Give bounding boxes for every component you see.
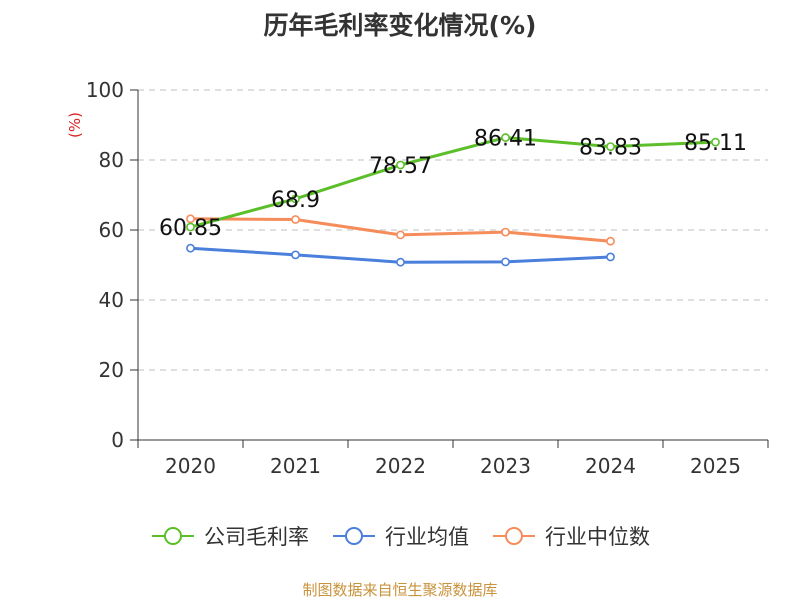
point-company-2020 [186, 222, 195, 232]
point-company-2023 [501, 133, 510, 142]
legend-marker-industry-median [493, 527, 535, 545]
point-industry-median-2023 [501, 227, 510, 237]
legend-marker-industry-mean [333, 527, 375, 545]
data-label-company-2020: 60.85 [159, 216, 222, 241]
y-tick-label-20: 20 [99, 358, 124, 382]
x-tick-label-2024: 2024 [585, 454, 636, 478]
x-tick-label-2020: 2020 [165, 454, 216, 478]
point-industry-mean-2020 [186, 243, 195, 253]
x-tick-label-2022: 2022 [375, 454, 426, 478]
x-tick-label-2025: 2025 [690, 454, 741, 478]
chart-title: 历年毛利率变化情况(%) [263, 11, 537, 40]
data-label-company-2022: 78.57 [369, 154, 432, 179]
source-note: 制图数据来自恒生聚源数据库 [302, 581, 498, 599]
point-company-2024 [606, 142, 615, 151]
data-label-company-2023: 86.41 [474, 127, 537, 152]
data-label-company-2021: 68.9 [271, 188, 320, 213]
legend: 公司毛利率 行业均值 行业中位数 [0, 521, 800, 551]
x-tick-label-2023: 2023 [480, 454, 531, 478]
legend-label-industry-mean: 行业均值 [385, 525, 469, 549]
point-industry-mean-2022 [396, 257, 405, 267]
legend-item-industry-mean[interactable]: 行业均值 [331, 521, 469, 551]
point-industry-mean-2021 [291, 250, 300, 260]
point-company-2025 [711, 137, 720, 147]
legend-marker-company [152, 527, 194, 545]
point-company-2021 [291, 194, 300, 204]
y-tick-label-40: 40 [99, 288, 124, 312]
point-company-2022 [396, 160, 405, 170]
point-industry-median-2020 [186, 214, 195, 224]
y-tick-label-80: 80 [99, 148, 124, 172]
y-axis-label: (%) [66, 112, 84, 138]
point-industry-median-2024 [606, 236, 615, 246]
y-tick-label-100: 100 [86, 78, 124, 102]
x-tick-label-2021: 2021 [270, 454, 321, 478]
point-industry-median-2021 [291, 215, 300, 224]
point-industry-mean-2024 [606, 252, 615, 262]
legend-item-industry-median[interactable]: 行业中位数 [491, 521, 650, 551]
series-line-company [190, 136, 716, 229]
data-label-company-2024: 83.83 [579, 136, 642, 161]
legend-label-industry-median: 行业中位数 [545, 525, 650, 549]
legend-label-company: 公司毛利率 [204, 525, 309, 549]
legend-item-company[interactable]: 公司毛利率 [150, 521, 309, 551]
y-tick-label-0: 0 [111, 428, 124, 452]
point-industry-mean-2023 [501, 257, 510, 267]
point-industry-median-2022 [396, 230, 405, 240]
y-tick-label-60: 60 [99, 218, 124, 242]
data-label-company-2025: 85.11 [684, 131, 747, 156]
